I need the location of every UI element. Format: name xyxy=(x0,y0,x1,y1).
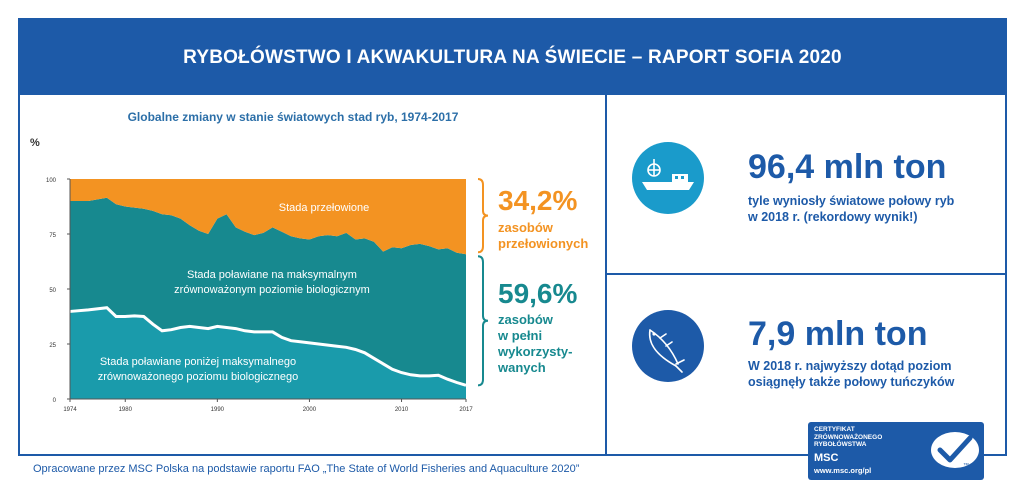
tuna-fish-icon xyxy=(648,329,685,373)
msc-url: www.msc.org/pl xyxy=(814,466,872,475)
desc-line: tyle wyniosły światowe połowy ryb xyxy=(748,194,955,208)
y-tick-label: 75 xyxy=(49,233,56,239)
badge-line: RYBOŁÓWSTWA xyxy=(814,441,867,448)
y-tick-label: 100 xyxy=(46,178,57,184)
area-label-under-fished: Stada poławiane poniżej maksymalnego xyxy=(100,356,296,368)
area-label-max-sustainable: Stada poławiane na maksymalnym xyxy=(187,269,357,281)
max-sustainable-caption: zasobów w pełni wykorzysty- wanych xyxy=(498,312,572,376)
catch-description: tyle wyniosły światowe połowy ryb w 2018… xyxy=(748,193,988,225)
overfished-brace xyxy=(477,178,489,254)
y-axis-label: % xyxy=(30,137,40,149)
area-overfished xyxy=(70,179,466,255)
x-tick-label: 2017 xyxy=(459,407,473,413)
area-label-max-sustainable: zrównoważonym poziomie biologicznym xyxy=(174,284,370,296)
desc-line: w 2018 r. (rekordowy wynik!) xyxy=(748,210,918,224)
msc-certification-badge: CERTYFIKAT ZRÓWNOWAŻONEGO RYBOŁÓWSTWA MS… xyxy=(808,422,984,480)
msc-fish-logo-icon xyxy=(931,432,979,468)
badge-text: CERTYFIKAT ZRÓWNOWAŻONEGO RYBOŁÓWSTWA xyxy=(814,426,882,449)
area-label-overfished: Stada przełowione xyxy=(279,202,370,214)
caption-line: zasobów xyxy=(498,220,553,235)
under-fished-boundary-line xyxy=(69,306,467,387)
vertical-divider xyxy=(605,95,607,454)
page-title: RYBOŁÓWSTWO I AKWAKULTURA NA ŚWIECIE – R… xyxy=(20,20,1005,95)
tuna-circle xyxy=(632,310,704,382)
overfished-caption: zasobów przełowionych xyxy=(498,220,588,252)
overfished-percent: 34,2% xyxy=(498,185,578,216)
fishing-boat-icon xyxy=(642,159,694,190)
desc-line: W 2018 r. najwyższy dotąd poziom xyxy=(748,359,952,373)
y-tick-label: 25 xyxy=(49,343,56,349)
x-tick-label: 2000 xyxy=(303,407,317,413)
catch-value: 96,4 mln ton xyxy=(748,148,947,186)
caption-line: przełowionych xyxy=(498,236,589,251)
x-tick-label: 1980 xyxy=(119,407,133,413)
x-tick-label: 1990 xyxy=(211,407,225,413)
chart-title: Globalne zmiany w stanie światowych stad… xyxy=(127,110,459,124)
caption-line: wanych xyxy=(498,360,546,375)
x-tick-label: 2010 xyxy=(395,407,409,413)
max-sustainable-brace xyxy=(477,255,489,387)
tuna-description: W 2018 r. najwyższy dotąd poziom osiągnę… xyxy=(748,358,988,390)
caption-line: zasobów xyxy=(498,312,553,327)
badge-line: ZRÓWNOWAŻONEGO xyxy=(814,433,883,441)
trademark: ™ xyxy=(963,463,969,469)
source-note: Opracowane przez MSC Polska na podstawie… xyxy=(33,463,580,475)
desc-line: osiągnęły także połowy tuńczyków xyxy=(748,375,955,389)
max-sustainable-percent: 59,6% xyxy=(498,278,578,309)
area-max-sustainable xyxy=(70,197,466,386)
caption-line: wykorzysty- xyxy=(498,344,573,359)
badge-line: CERTYFIKAT xyxy=(814,426,855,433)
area-label-under-fished: zrównoważonego poziomu biologicznego xyxy=(98,371,299,383)
y-tick-label: 50 xyxy=(49,288,56,294)
catch-circle xyxy=(632,142,704,214)
msc-brand: MSC xyxy=(814,452,839,464)
horizontal-divider xyxy=(607,273,1005,275)
caption-line: w pełni xyxy=(498,328,543,343)
y-tick-label: 0 xyxy=(53,398,57,404)
tuna-value: 7,9 mln ton xyxy=(748,315,928,353)
x-tick-label: 1974 xyxy=(63,407,77,413)
